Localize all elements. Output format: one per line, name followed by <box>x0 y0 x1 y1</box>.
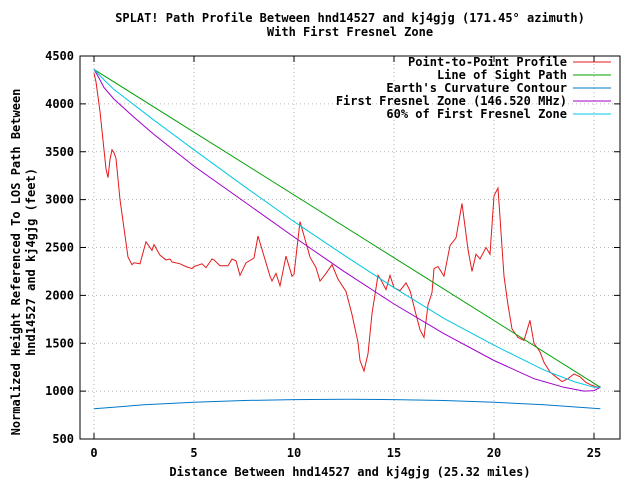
legend-label: Earth's Curvature Contour <box>386 81 567 95</box>
tick-labels: 0 5 10 15 20 25 500 1000 1500 2000 2500 3000 3500 400… <box>45 49 601 460</box>
axes <box>79 55 621 440</box>
y-tick-label: 1000 <box>45 384 74 398</box>
x-tick-label: 20 <box>487 446 501 460</box>
y-tick-label: 500 <box>52 432 74 446</box>
y-tick-label: 3500 <box>45 145 74 159</box>
y-tick-label: 2500 <box>45 241 74 255</box>
series-line-earth-s-curvature-contour <box>93 398 601 410</box>
y-tick-label: 4500 <box>45 49 74 63</box>
y-axis-label-line2: hnd14527 and kj4gjg (feet) <box>24 168 38 356</box>
y-tick-label: 3000 <box>45 193 74 207</box>
x-tick-label: 25 <box>587 446 601 460</box>
x-tick-label: 15 <box>387 446 401 460</box>
series-line-point-to-point-profile <box>93 73 601 388</box>
series-line-line-of-sight-path <box>93 68 601 388</box>
chart-subtitle: With First Fresnel Zone <box>267 25 433 39</box>
y-tick-label: 1500 <box>45 336 74 350</box>
x-axis-label: Distance Between hnd14527 and kj4gjg (25… <box>169 465 530 479</box>
legend-label: First Fresnel Zone (146.520 MHz) <box>336 94 567 108</box>
legend-label: 60% of First Fresnel Zone <box>386 107 567 121</box>
legend-label: Point-to-Point Profile <box>408 55 567 69</box>
x-tick-label: 10 <box>287 446 301 460</box>
x-tick-label: 0 <box>90 446 97 460</box>
series-lines <box>93 68 601 410</box>
x-tick-label: 5 <box>190 446 197 460</box>
y-tick-label: 2000 <box>45 288 74 302</box>
y-axis-label-line1: Normalized Height Referenced To LOS Path… <box>9 89 23 436</box>
series-line-60-of-first-fresnel-zone <box>93 69 601 388</box>
chart-title: SPLAT! Path Profile Between hnd14527 and… <box>115 11 585 25</box>
series-line-first-fresnel-zone-146-520-mhz <box>93 69 601 392</box>
legend-label: Line of Sight Path <box>437 68 567 82</box>
y-tick-label: 4000 <box>45 97 74 111</box>
